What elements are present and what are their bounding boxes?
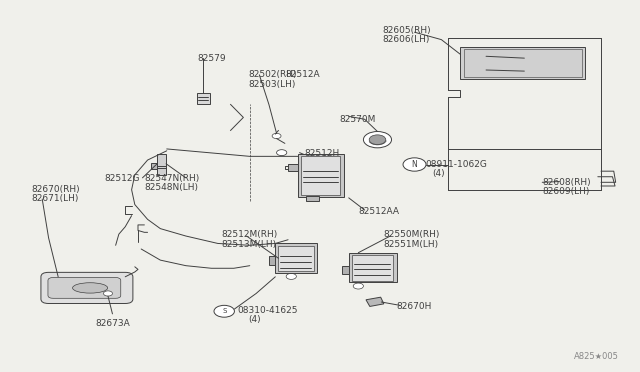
Text: 82548N(LH): 82548N(LH) (145, 183, 198, 192)
Text: 82673A: 82673A (95, 319, 130, 328)
Text: 82670H: 82670H (397, 302, 432, 311)
Text: 82512H: 82512H (304, 149, 339, 158)
Text: (4): (4) (248, 315, 261, 324)
Text: 82512A: 82512A (285, 70, 319, 79)
Bar (306, 196, 319, 201)
Bar (269, 256, 275, 264)
Ellipse shape (479, 57, 492, 68)
Circle shape (214, 305, 234, 317)
Text: 82502(RH): 82502(RH) (248, 70, 297, 79)
Bar (342, 266, 349, 274)
Ellipse shape (552, 62, 560, 69)
Text: 82512AA: 82512AA (358, 208, 399, 217)
Text: 08911-1062G: 08911-1062G (426, 160, 487, 169)
Text: 82513M(LH): 82513M(LH) (221, 240, 276, 249)
Bar (152, 163, 157, 169)
Bar (278, 246, 314, 271)
FancyBboxPatch shape (48, 278, 121, 298)
Bar (301, 156, 340, 195)
Text: 08310-41625: 08310-41625 (237, 306, 298, 315)
Bar (298, 154, 344, 197)
Text: A825★005: A825★005 (574, 352, 619, 361)
Text: 82606(LH): 82606(LH) (383, 35, 430, 44)
Text: 82551M(LH): 82551M(LH) (384, 240, 439, 249)
Bar (157, 154, 166, 175)
Bar (288, 164, 298, 171)
Text: 82547N(RH): 82547N(RH) (145, 174, 200, 183)
Text: N: N (412, 160, 417, 169)
Text: (4): (4) (432, 169, 444, 178)
Bar (196, 93, 209, 105)
Circle shape (276, 150, 287, 155)
Text: 82550M(RH): 82550M(RH) (384, 230, 440, 240)
Bar (275, 243, 317, 273)
Text: 82670(RH): 82670(RH) (31, 185, 80, 194)
Circle shape (364, 132, 392, 148)
Circle shape (272, 134, 281, 138)
Text: 82671(LH): 82671(LH) (31, 195, 79, 203)
Circle shape (369, 135, 386, 144)
Bar (461, 47, 585, 78)
Circle shape (286, 273, 296, 279)
Text: S: S (222, 308, 227, 314)
Circle shape (467, 72, 475, 77)
FancyBboxPatch shape (41, 272, 133, 304)
Circle shape (353, 283, 364, 289)
Ellipse shape (515, 57, 534, 72)
Text: 82579: 82579 (197, 54, 226, 62)
Ellipse shape (474, 53, 498, 72)
Text: 82570M: 82570M (339, 115, 376, 124)
Ellipse shape (548, 59, 564, 72)
Text: 82512G: 82512G (104, 174, 140, 183)
Text: 82608(RH): 82608(RH) (542, 178, 591, 187)
Circle shape (566, 71, 575, 77)
Circle shape (403, 158, 426, 171)
Ellipse shape (72, 283, 108, 293)
Text: 82609(LH): 82609(LH) (542, 187, 589, 196)
Circle shape (104, 291, 113, 296)
Polygon shape (366, 297, 384, 307)
Bar (349, 253, 397, 282)
Bar (352, 255, 394, 280)
Text: 82503(LH): 82503(LH) (248, 80, 296, 89)
Circle shape (467, 49, 475, 54)
Bar (464, 49, 582, 77)
Text: 82605(RH): 82605(RH) (383, 26, 431, 35)
Text: 82512M(RH): 82512M(RH) (221, 230, 277, 240)
